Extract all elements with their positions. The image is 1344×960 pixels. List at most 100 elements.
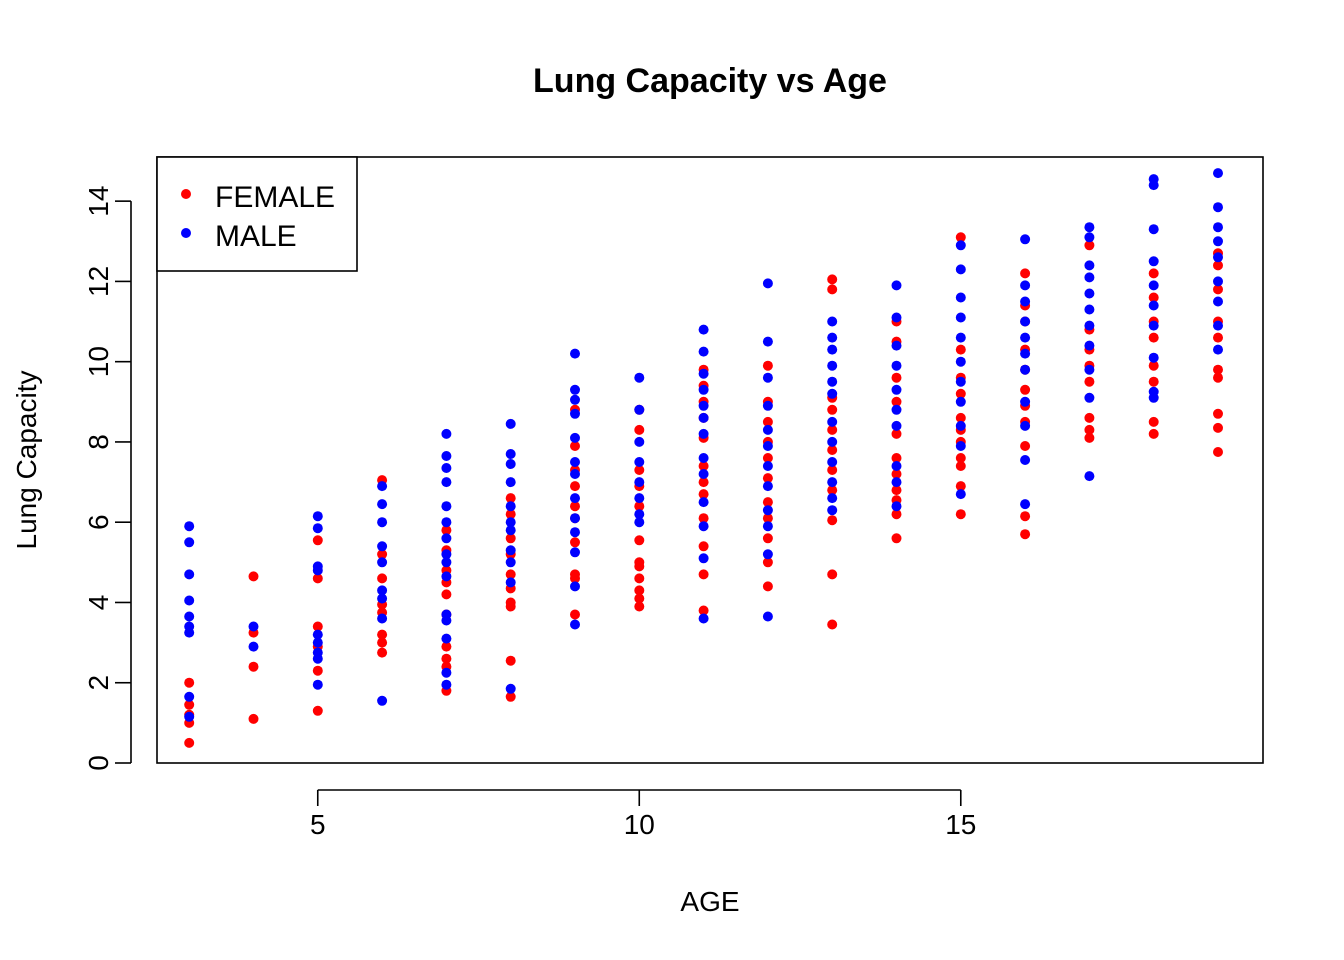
data-point-male [441, 463, 452, 473]
data-point-female [955, 412, 966, 423]
data-point-female [248, 571, 259, 582]
data-point-female [955, 232, 966, 243]
data-point-female [505, 533, 516, 544]
data-point-male [570, 547, 580, 558]
data-point-male [505, 517, 516, 528]
legend-label-male: MALE [215, 220, 297, 253]
data-point-male [827, 376, 838, 387]
data-point-male [312, 637, 323, 648]
data-point-male [570, 527, 580, 538]
data-point-male [505, 577, 516, 588]
data-point-female [698, 605, 709, 616]
y-tick-label: 4 [83, 595, 114, 611]
data-point-male [698, 400, 709, 411]
data-point-female [1084, 240, 1095, 251]
data-point-male [698, 613, 709, 624]
data-point-male [570, 581, 580, 592]
data-point-male [955, 489, 966, 500]
data-point-male [827, 436, 838, 447]
data-point-male [698, 428, 709, 439]
data-point-female [827, 515, 838, 526]
data-point-male [505, 501, 516, 512]
data-point-female [891, 453, 902, 463]
data-point-male [505, 418, 516, 429]
data-point-female [762, 513, 773, 524]
data-point-male [312, 561, 323, 572]
data-point-male [891, 312, 902, 323]
data-point-female [1213, 364, 1223, 375]
y-tick-label: 6 [83, 514, 114, 530]
data-point-male [441, 533, 452, 544]
data-point-male [1213, 222, 1223, 233]
data-point-male [1084, 471, 1095, 482]
data-point-male [827, 332, 838, 343]
data-point-male [441, 571, 452, 582]
data-point-female [441, 641, 452, 652]
data-point-male [441, 557, 452, 568]
data-point-male [891, 501, 902, 512]
data-point-male [441, 428, 452, 439]
data-point-male [505, 557, 516, 568]
data-point-male [441, 609, 452, 620]
data-point-female [1148, 292, 1159, 303]
data-point-male [891, 404, 902, 415]
data-point-male [1084, 320, 1095, 331]
data-point-male [698, 412, 709, 423]
data-point-female [1084, 412, 1095, 423]
data-point-male [570, 619, 580, 630]
data-point-male [570, 432, 580, 443]
data-point-male [891, 384, 902, 395]
data-point-male [184, 691, 195, 702]
data-point-male [1084, 222, 1095, 233]
data-point-female [891, 372, 902, 383]
data-point-female [762, 557, 773, 568]
legend: FEMALE MALE [156, 156, 358, 272]
data-point-male [377, 557, 388, 568]
data-point-female [891, 509, 902, 520]
data-point-male [634, 493, 645, 504]
data-point-female [762, 581, 773, 592]
data-point-male [505, 449, 516, 459]
data-point-male [955, 264, 966, 275]
data-point-male [184, 711, 195, 722]
data-point-male [570, 457, 580, 467]
data-point-male [1020, 348, 1031, 359]
data-point-female [762, 533, 773, 544]
data-point-male [1020, 420, 1031, 431]
data-point-male [1213, 202, 1223, 213]
data-point-female [1084, 424, 1095, 435]
data-point-male [762, 549, 773, 560]
data-point-female [827, 569, 838, 580]
data-point-female [1020, 511, 1031, 522]
data-point-female [570, 481, 580, 492]
data-point-male [1020, 396, 1031, 407]
data-point-male [248, 621, 259, 632]
data-point-male [1020, 280, 1031, 291]
data-point-female [634, 535, 645, 546]
plot-frame [156, 156, 1264, 764]
data-point-male [441, 549, 452, 560]
data-point-male [1084, 272, 1095, 283]
data-point-male [827, 360, 838, 371]
data-point-female [827, 485, 838, 496]
data-point-male [698, 553, 709, 564]
series-male [184, 168, 1223, 722]
data-point-male [762, 505, 773, 516]
data-point-male [184, 611, 195, 622]
data-point-female [891, 533, 902, 544]
data-point-male [634, 372, 645, 383]
data-point-male [377, 517, 388, 528]
data-point-female [570, 609, 580, 620]
data-point-male [505, 477, 516, 488]
data-point-male [377, 585, 388, 596]
data-point-male [1020, 499, 1031, 510]
data-point-female [827, 465, 838, 475]
data-point-female [634, 557, 645, 568]
data-point-male [570, 348, 580, 359]
data-point-female [634, 593, 645, 604]
data-point-male [377, 695, 388, 706]
data-point-female [891, 485, 902, 496]
data-point-male [1084, 304, 1095, 315]
data-point-female [634, 601, 645, 612]
data-point-female [1213, 447, 1223, 457]
